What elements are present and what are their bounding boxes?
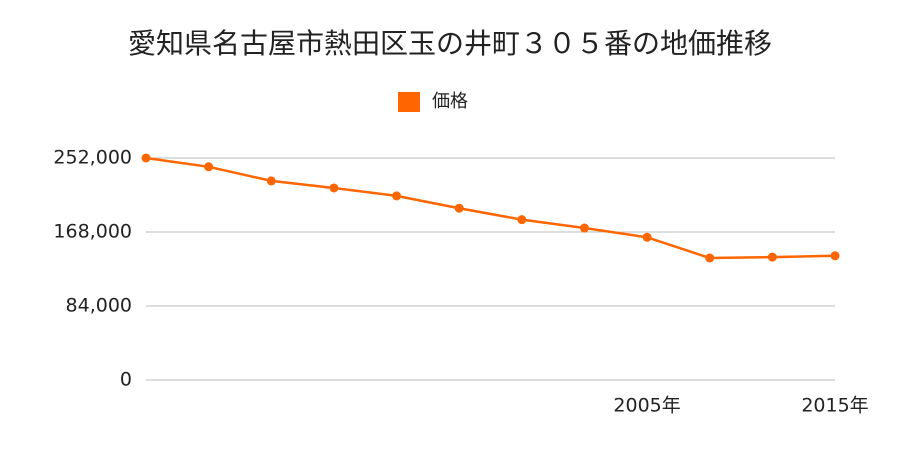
data-point: [830, 251, 840, 261]
data-point: [141, 153, 151, 163]
chart-title: 愛知県名古屋市熱田区玉の井町３０５番の地価推移: [128, 27, 772, 60]
data-point: [204, 162, 214, 172]
x-tick-label: 2015年: [801, 395, 868, 417]
data-point: [642, 232, 652, 242]
data-point: [767, 252, 777, 262]
y-tick-label: 252,000: [53, 147, 132, 169]
data-point: [266, 176, 276, 186]
y-tick-label: 168,000: [53, 221, 132, 243]
legend-swatch: [398, 92, 420, 112]
y-tick-label: 84,000: [66, 295, 132, 317]
data-point: [329, 183, 339, 193]
data-point: [579, 223, 589, 233]
data-point: [454, 203, 464, 213]
series-line: [145, 156, 836, 260]
data-point: [392, 191, 402, 201]
x-tick-label: 2005年: [613, 395, 680, 417]
legend-label: 価格: [432, 91, 468, 112]
y-tick-label: 0: [120, 369, 132, 391]
data-point: [705, 253, 715, 263]
data-point: [517, 215, 527, 225]
